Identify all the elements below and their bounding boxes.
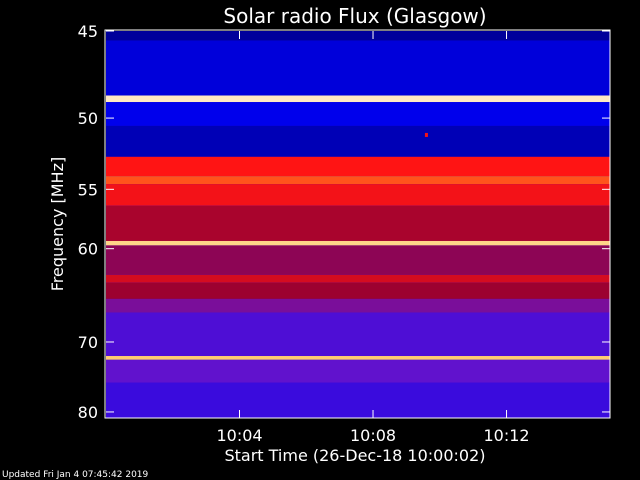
frequency-band [106, 282, 610, 299]
frequency-band [106, 274, 610, 283]
frequency-band [106, 40, 610, 96]
frequency-band [106, 102, 610, 126]
x-axis-label: Start Time (26-Dec-18 10:00:02) [224, 446, 485, 465]
frequency-band [106, 356, 610, 360]
frequency-band [106, 184, 610, 206]
frequency-band [106, 156, 610, 177]
frequency-band [106, 240, 610, 246]
x-tick-label: 10:08 [350, 426, 396, 445]
x-tick-label: 10:12 [483, 426, 529, 445]
frequency-band [106, 95, 610, 103]
frequency-band [106, 312, 610, 357]
frequency-band [106, 245, 610, 275]
y-tick-label: 70 [78, 333, 98, 352]
y-tick-label: 60 [78, 240, 98, 259]
frequency-band [106, 382, 610, 418]
x-tick-label: 10:04 [216, 426, 262, 445]
frequency-band [106, 31, 610, 41]
y-tick-label: 45 [78, 22, 98, 41]
y-axis: 45 50 55 60 70 80 [78, 22, 610, 422]
y-tick-label: 50 [78, 109, 98, 128]
frequency-band [106, 298, 610, 313]
frequency-band [106, 176, 610, 185]
heatmap-area [106, 31, 610, 418]
y-tick-label: 55 [78, 180, 98, 199]
y-tick-label: 80 [78, 403, 98, 422]
plot-frame [104, 29, 611, 419]
x-axis: 10:04 10:08 10:12 [216, 31, 530, 445]
frequency-band [106, 359, 610, 383]
update-timestamp: Updated Fri Jan 4 07:45:42 2019 [2, 470, 149, 480]
spectrogram-point [424, 132, 428, 137]
y-axis-label: Frequency [MHz] [48, 157, 67, 291]
chart-title: Solar radio Flux (Glasgow) [223, 4, 486, 28]
frequency-band [106, 205, 610, 241]
frequency-band [106, 125, 610, 157]
